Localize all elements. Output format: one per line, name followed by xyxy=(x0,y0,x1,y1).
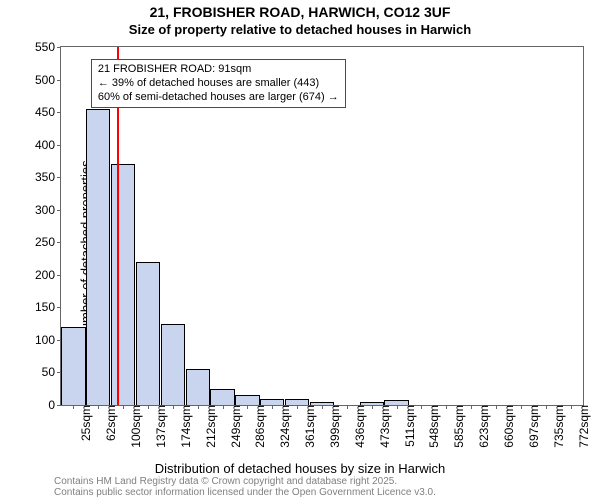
x-tick-label: 137sqm xyxy=(152,405,168,448)
y-tick-mark xyxy=(57,307,61,308)
x-tick-mark xyxy=(546,405,547,409)
x-tick-mark xyxy=(272,405,273,409)
x-tick-mark xyxy=(471,405,472,409)
x-tick-label: 511sqm xyxy=(401,405,417,447)
x-tick-mark xyxy=(173,405,174,409)
x-tick-label: 585sqm xyxy=(450,405,466,448)
x-tick-label: 286sqm xyxy=(251,405,267,448)
footnote: Contains HM Land Registry data © Crown c… xyxy=(54,476,436,498)
y-tick-mark xyxy=(57,80,61,81)
x-tick-mark xyxy=(148,405,149,409)
bar xyxy=(86,109,110,405)
y-tick-mark xyxy=(57,112,61,113)
chart-title: 21, FROBISHER ROAD, HARWICH, CO12 3UF xyxy=(0,4,600,20)
x-tick-label: 62sqm xyxy=(102,405,118,441)
x-tick-label: 772sqm xyxy=(575,405,591,448)
x-tick-label: 361sqm xyxy=(301,405,317,448)
x-tick-mark xyxy=(297,405,298,409)
y-tick-mark xyxy=(57,242,61,243)
x-tick-label: 399sqm xyxy=(326,405,342,448)
y-tick-mark xyxy=(57,210,61,211)
y-tick-mark xyxy=(57,145,61,146)
x-tick-mark xyxy=(496,405,497,409)
x-axis-label: Distribution of detached houses by size … xyxy=(0,461,600,476)
bar xyxy=(136,262,160,405)
x-tick-mark xyxy=(322,405,323,409)
x-tick-mark xyxy=(223,405,224,409)
x-tick-mark xyxy=(421,405,422,409)
x-tick-label: 735sqm xyxy=(550,405,566,448)
x-tick-label: 473sqm xyxy=(376,405,392,448)
callout-line: 60% of semi-detached houses are larger (… xyxy=(98,91,339,105)
chart-subtitle: Size of property relative to detached ho… xyxy=(0,22,600,37)
y-tick-mark xyxy=(57,177,61,178)
bar xyxy=(210,389,234,405)
x-tick-mark xyxy=(347,405,348,409)
y-tick-mark xyxy=(57,47,61,48)
x-tick-label: 660sqm xyxy=(500,405,516,448)
x-tick-label: 25sqm xyxy=(77,405,93,441)
y-tick-mark xyxy=(57,340,61,341)
x-tick-label: 548sqm xyxy=(425,405,441,448)
x-tick-label: 623sqm xyxy=(475,405,491,448)
footnote-line: Contains public sector information licen… xyxy=(54,487,436,498)
x-tick-mark xyxy=(571,405,572,409)
callout-box: 21 FROBISHER ROAD: 91sqm← 39% of detache… xyxy=(91,59,346,108)
x-tick-label: 697sqm xyxy=(525,405,541,448)
x-tick-label: 174sqm xyxy=(177,405,193,448)
bar xyxy=(61,327,85,405)
callout-line: ← 39% of detached houses are smaller (44… xyxy=(98,77,339,91)
x-tick-mark xyxy=(98,405,99,409)
x-tick-label: 436sqm xyxy=(351,405,367,448)
plot-area: 21 FROBISHER ROAD: 91sqm← 39% of detache… xyxy=(60,46,584,406)
x-tick-mark xyxy=(73,405,74,409)
x-tick-label: 249sqm xyxy=(227,405,243,448)
x-tick-label: 100sqm xyxy=(127,405,143,448)
callout-line: 21 FROBISHER ROAD: 91sqm xyxy=(98,63,339,77)
x-tick-label: 324sqm xyxy=(276,405,292,448)
bar xyxy=(161,324,185,405)
x-tick-mark xyxy=(397,405,398,409)
x-tick-mark xyxy=(123,405,124,409)
x-tick-mark xyxy=(446,405,447,409)
y-tick-mark xyxy=(57,372,61,373)
bar xyxy=(111,164,135,405)
y-tick-mark xyxy=(57,405,61,406)
x-tick-mark xyxy=(198,405,199,409)
y-tick-mark xyxy=(57,275,61,276)
bar xyxy=(186,369,210,405)
bar xyxy=(235,395,259,405)
x-tick-mark xyxy=(372,405,373,409)
footnote-line: Contains HM Land Registry data © Crown c… xyxy=(54,476,436,487)
x-tick-mark xyxy=(521,405,522,409)
x-tick-mark xyxy=(247,405,248,409)
x-tick-label: 212sqm xyxy=(202,405,218,448)
